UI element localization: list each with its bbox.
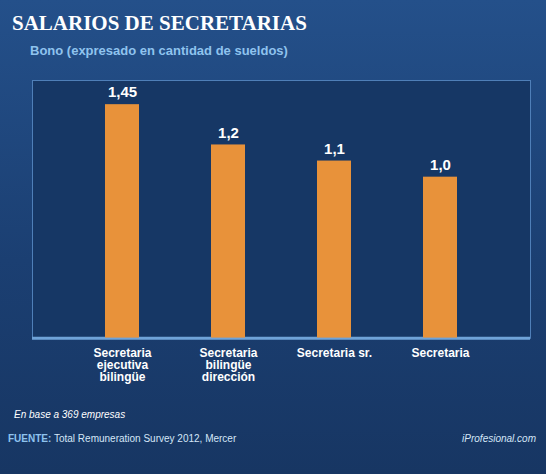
- svg-text:1,1: 1,1: [324, 140, 345, 157]
- svg-text:1,45: 1,45: [108, 83, 137, 100]
- svg-text:1,2: 1,2: [218, 124, 239, 141]
- html-text:Bono (expresado en cantidad de: Bono (expresado en cantidad de sueldos): [30, 43, 288, 58]
- html-text:En base a 369 empresas: En base a 369 empresas: [14, 409, 126, 420]
- svg-text:Secretariabilingüedirección: Secretariabilingüedirección: [199, 346, 257, 384]
- html-text:iProfesional.com: iProfesional.com: [462, 433, 536, 444]
- svg-text:Secretariaejecutivabilingüe: Secretariaejecutivabilingüe: [93, 346, 151, 384]
- svg-text:1,0: 1,0: [430, 156, 451, 173]
- svg-text:Secretaria: Secretaria: [411, 346, 469, 360]
- html-text:FUENTE: Total Remuneration Sur: FUENTE: Total Remuneration Survey 2012, …: [8, 433, 237, 444]
- html-text:SALARIOS DE SECRETARIAS: SALARIOS DE SECRETARIAS: [12, 11, 307, 35]
- svg-text:Secretaria sr.: Secretaria sr.: [297, 346, 372, 360]
